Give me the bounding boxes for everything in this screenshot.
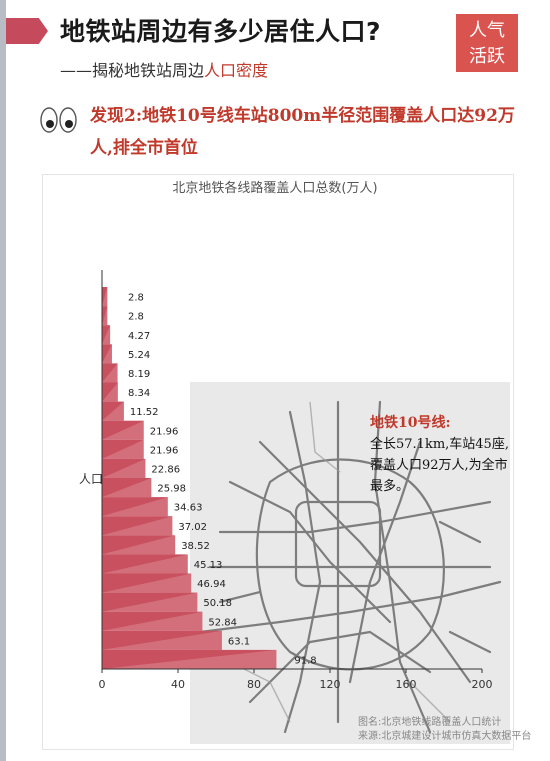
bar-data-label: 37.02 — [178, 522, 207, 533]
bar-data-label: 38.52 — [181, 541, 210, 552]
bar — [102, 573, 192, 593]
bar-shading — [102, 630, 222, 650]
bar-data-label: 45.13 — [194, 560, 223, 571]
bar-shading — [102, 420, 144, 440]
bar-data-label: 4.27 — [128, 331, 150, 342]
figure-caption: 图名:北京地铁线路覆盖人口统计 — [358, 717, 502, 728]
bar — [102, 458, 146, 478]
y-axis-label: 人口 — [79, 472, 104, 486]
bar — [102, 478, 152, 498]
annotation-body: 全长57.1km,车站45座,覆盖人口92万人,为全市最多。 — [370, 437, 509, 494]
bar-shading — [102, 516, 173, 536]
subtitle-highlight: 人口密度 — [204, 61, 269, 80]
bar-shading — [102, 535, 176, 555]
bar-shading — [102, 649, 277, 669]
bar-data-label: 5.24 — [128, 350, 150, 361]
bar-shading — [102, 439, 144, 459]
bar — [102, 630, 222, 650]
title-tag-marker — [6, 18, 48, 44]
subtitle-prefix: ——揭秘地铁站周边 — [60, 61, 205, 80]
bar-data-label: 8.34 — [128, 388, 150, 399]
bar-data-label: 21.96 — [150, 445, 179, 456]
bar-data-label: 11.52 — [130, 407, 159, 418]
bar — [102, 420, 144, 440]
bar-shading — [102, 382, 118, 402]
finding-text: 发现2:地铁10号线车站800m半径范围覆盖人口达92万人,排全市首位 — [90, 106, 515, 158]
annotation-title: 地铁10号线: — [370, 415, 451, 431]
x-tick-label: 120 — [320, 678, 341, 691]
bar — [102, 497, 168, 517]
bar-shading — [102, 363, 118, 383]
bar — [102, 401, 124, 421]
bar — [102, 382, 118, 402]
subway-map-image — [198, 400, 502, 734]
bar-shading — [102, 325, 111, 345]
chart-footer: 图名:北京地铁线路覆盖人口统计 来源:北京城建设计城市仿真大数据平台 — [358, 716, 538, 744]
bar — [102, 535, 176, 555]
bar-data-label: 2.8 — [128, 293, 144, 304]
bar — [102, 649, 277, 669]
bar — [102, 344, 112, 364]
subway-map-background — [190, 382, 510, 744]
bar-shading — [102, 344, 112, 364]
x-tick-label: 200 — [472, 678, 493, 691]
bar-data-label: 21.96 — [150, 426, 179, 437]
bar-shading — [102, 401, 124, 421]
bar-shading — [102, 478, 152, 498]
bar — [102, 363, 118, 383]
x-tick-label: 160 — [396, 678, 417, 691]
bar — [102, 516, 173, 536]
badge-line-2: 活跃 — [469, 46, 505, 67]
x-tick-label: 0 — [99, 678, 106, 691]
bar — [102, 325, 111, 345]
eyes-icon — [40, 107, 77, 133]
bar — [102, 611, 203, 631]
bar — [102, 439, 144, 459]
bar-shading — [102, 306, 108, 326]
bar-data-label: 50.18 — [203, 598, 232, 609]
annotation-box: 地铁10号线: 全长57.1km,车站45座,覆盖人口92万人,为全市最多。 — [370, 412, 510, 497]
data-source: 来源:北京城建设计城市仿真大数据平台 — [358, 731, 532, 742]
bar-data-label: 22.86 — [151, 464, 180, 475]
bar — [102, 306, 108, 326]
bar-data-label: 91.8 — [294, 655, 316, 666]
bar-shading — [102, 592, 198, 612]
bar-data-label: 25.98 — [157, 484, 186, 495]
page-subtitle: ——揭秘地铁站周边人口密度 — [60, 57, 268, 81]
left-accent-bar — [0, 0, 6, 761]
bar — [102, 287, 108, 307]
page-title: 地铁站周边有多少居住人口? — [60, 17, 382, 46]
bar-data-label: 46.94 — [197, 579, 226, 590]
bar-shading — [102, 554, 188, 574]
x-tick-label: 40 — [171, 678, 185, 691]
x-tick-label: 80 — [247, 678, 261, 691]
bar — [102, 592, 198, 612]
bar-data-label: 2.8 — [128, 312, 144, 323]
bar-data-label: 34.63 — [174, 503, 203, 514]
bar-data-label: 8.19 — [128, 369, 150, 380]
chart-title: 北京地铁各线路覆盖人口总数(万人) — [172, 181, 378, 196]
badge-line-1: 人气 — [469, 20, 505, 41]
bar-shading — [102, 497, 168, 517]
bar-shading — [102, 573, 192, 593]
bar-shading — [102, 611, 203, 631]
bar-data-label: 52.84 — [208, 617, 237, 628]
bar-data-label: 63.1 — [228, 636, 250, 647]
bar — [102, 554, 188, 574]
bar-shading — [102, 458, 146, 478]
popularity-badge: 人气 活跃 — [456, 14, 518, 72]
bar-shading — [102, 287, 108, 307]
